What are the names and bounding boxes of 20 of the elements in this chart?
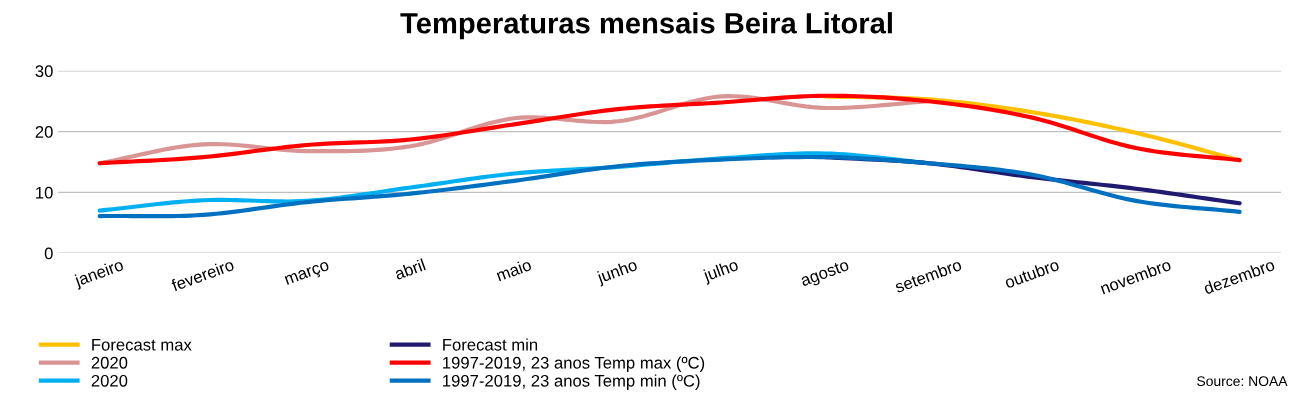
y-tick-label: 30 — [35, 65, 53, 78]
chart-title: Temperaturas mensais Beira Litoral — [400, 12, 892, 40]
legend-label: Forecast max — [92, 339, 192, 351]
legend-label: 2020 — [91, 374, 128, 387]
legend-label: 1997-2019, 23 anos Temp min (ºC) — [443, 374, 700, 390]
legend-label: 1997-2019, 23 anos Temp max (ºC) — [443, 356, 705, 372]
x-tick-label: janeiro — [73, 258, 126, 290]
x-tick-label: maio — [495, 258, 533, 282]
legend-label: 2020 — [91, 356, 128, 369]
y-tick-label: 10 — [36, 186, 53, 199]
x-tick-label: outubro — [1003, 258, 1060, 289]
y-tick-label: 20 — [35, 126, 53, 138]
legend-label: Forecast min — [443, 338, 538, 351]
x-tick-label: julho — [701, 258, 741, 285]
x-tick-label: junho — [595, 258, 639, 287]
source-note: Source: NOAA — [1197, 376, 1288, 387]
x-tick-label: abril — [393, 258, 426, 281]
x-tick-label: agosto — [800, 259, 851, 290]
x-tick-label: março — [284, 261, 331, 289]
y-tick-label: 0 — [44, 247, 53, 260]
